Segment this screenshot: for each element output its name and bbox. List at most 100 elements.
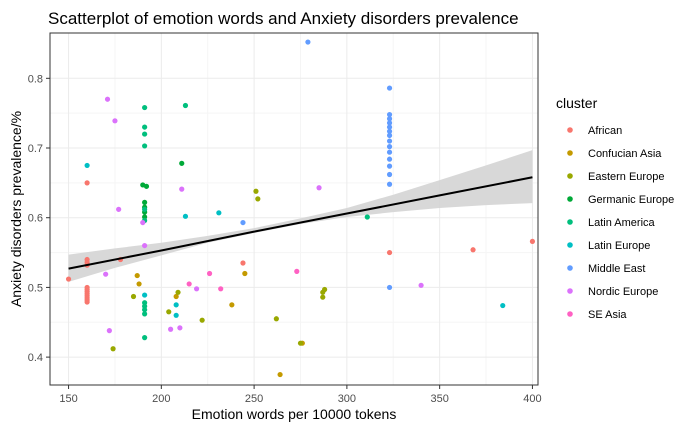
point-nordic-europe [142,242,148,249]
point-se-asia [186,281,192,287]
legend-label: Nordic Europe [588,286,658,298]
legend-key [567,173,573,179]
point-germanic-europe [179,160,185,166]
legend-key [567,196,573,202]
legend-key [567,311,573,317]
point-nordic-europe [106,328,112,334]
point-confucian-asia [229,302,235,308]
point-eastern-europe [199,317,205,323]
point-latin-america [142,124,148,130]
legend-key [567,150,573,156]
point-latin-america [142,143,148,149]
x-tick-label: 300 [338,393,356,405]
legend-label: Latin America [588,217,656,229]
point-confucian-asia [134,272,140,279]
point-nordic-europe [168,326,174,332]
point-nordic-europe [112,118,118,124]
legend-items: African Confucian Asia Eastern Europe Germa… [567,125,674,321]
y-tick-label: 0.8 [28,73,43,85]
point-se-asia [206,270,213,277]
point-middle-east [386,284,393,291]
x-tick-label: 350 [430,393,448,405]
point-confucian-asia [277,371,283,378]
y-axis-ticks: 0.4 0.5 0.6 0.7 0.8 [28,73,50,364]
plot-panel [49,32,539,386]
point-middle-east [386,149,393,155]
x-axis-label: Emotion words per 10000 tokens [192,406,397,422]
legend-label: Middle East [588,263,645,275]
legend-title: cluster [556,95,598,111]
x-tick-label: 250 [245,393,263,405]
legend: cluster African Confucian Asia Eastern Eur… [556,95,674,321]
point-latin-europe [142,292,148,298]
x-axis-ticks: 150 200 250 300 350 400 [59,385,542,405]
point-eastern-europe [130,293,137,300]
x-tick-label: 400 [523,393,541,405]
point-middle-east [386,171,393,178]
point-eastern-europe [320,294,326,300]
point-eastern-europe [166,309,172,315]
point-eastern-europe [273,316,279,322]
legend-label: SE Asia [588,309,627,321]
y-tick-label: 0.6 [28,213,43,225]
point-middle-east [386,124,393,130]
legend-key [567,219,573,225]
point-nordic-europe [316,185,322,191]
point-african [470,247,476,253]
point-middle-east [386,181,393,187]
point-se-asia [218,286,224,292]
legend-key [567,288,573,294]
legend-label: African [588,125,622,137]
point-middle-east [386,144,393,150]
y-tick-label: 0.7 [28,143,43,155]
point-african [84,299,90,305]
legend-key [567,127,573,133]
point-nordic-europe [104,96,111,102]
point-eastern-europe [253,188,259,194]
point-latin-america [364,214,370,220]
point-african [65,276,72,282]
point-middle-east [386,116,393,122]
point-germanic-europe [143,183,150,189]
point-nordic-europe [177,325,183,331]
legend-key [567,242,573,248]
point-middle-east [305,39,311,45]
trend-line [68,176,533,270]
point-african [386,249,393,256]
point-nordic-europe [103,271,109,277]
point-latin-america [142,131,148,137]
legend-label: Confucian Asia [588,148,662,160]
point-eastern-europe [110,346,116,352]
point-germanic-europe [142,199,148,205]
confidence-band [68,150,533,282]
point-eastern-europe [297,340,304,346]
x-tick-label: 150 [59,393,77,405]
point-latin-america [142,307,148,313]
point-latin-america [142,335,148,341]
x-tick-label: 200 [152,393,170,405]
point-middle-east [240,219,246,226]
point-middle-east [386,163,393,169]
point-latin-europe [500,302,506,309]
point-middle-east [386,111,393,118]
point-nordic-europe [116,206,122,212]
point-latin-europe [173,312,179,318]
point-latin-europe [182,213,189,219]
point-middle-east [386,85,393,91]
legend-key [567,265,573,271]
point-nordic-europe [179,186,185,192]
point-eastern-europe [255,196,261,202]
point-confucian-asia [242,270,248,277]
point-eastern-europe [175,289,181,295]
confidence-band-area [68,150,533,282]
point-latin-europe [216,210,222,216]
point-latin-america [182,102,189,109]
point-latin-america [142,311,148,317]
legend-label: Germanic Europe [588,194,674,206]
y-axis-label: Anxiety disorders prevalence/% [8,111,24,307]
regression-line [68,176,533,270]
point-se-asia [294,268,300,274]
y-tick-label: 0.4 [28,352,43,364]
point-middle-east [386,128,393,134]
